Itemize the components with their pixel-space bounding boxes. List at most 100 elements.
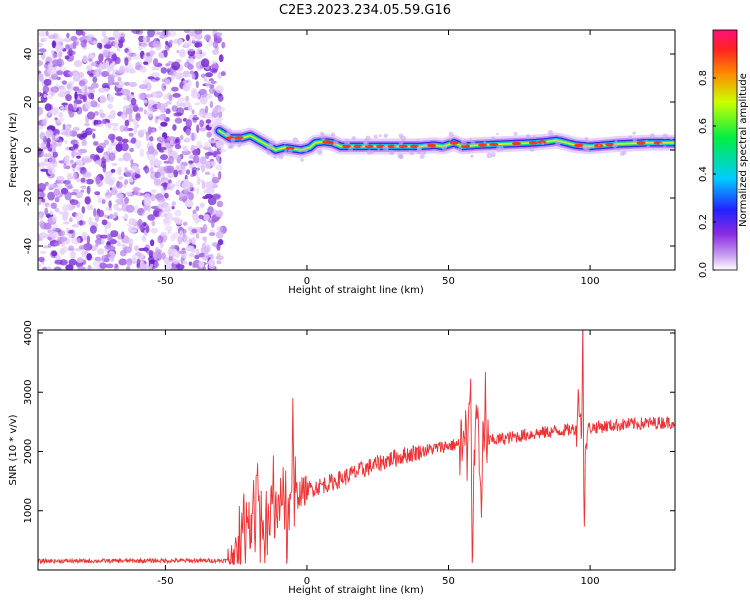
- noise-speckle: [160, 146, 167, 151]
- noise-speckle: [167, 173, 175, 179]
- noise-speckle: [210, 68, 218, 73]
- noise-speckle: [145, 82, 152, 91]
- ridge-fleck: [377, 148, 381, 151]
- ridge-fleck: [617, 149, 620, 152]
- ridge-fleck: [237, 144, 241, 148]
- ridge-fleck: [300, 158, 304, 162]
- ridge-fleck: [370, 150, 375, 155]
- noise-speckle: [129, 81, 138, 88]
- noise-speckle: [52, 53, 58, 59]
- noise-speckle: [185, 95, 190, 102]
- noise-speckle: [123, 96, 128, 101]
- noise-speckle: [45, 30, 49, 36]
- y-tick-label: 40: [23, 48, 34, 61]
- noise-speckle: [96, 42, 102, 49]
- noise-speckle: [148, 103, 152, 111]
- noise-speckle: [160, 182, 169, 187]
- noise-speckle: [187, 63, 194, 70]
- noise-speckle: [118, 157, 124, 162]
- noise-speckle: [126, 223, 132, 227]
- noise-speckle: [84, 122, 90, 127]
- noise-speckle: [123, 126, 130, 132]
- noise-speckle: [38, 263, 42, 269]
- noise-speckle: [195, 248, 200, 254]
- noise-speckle: [83, 243, 93, 251]
- ridge-fleck: [422, 151, 427, 155]
- noise-speckle: [167, 136, 176, 142]
- noise-speckle: [143, 197, 152, 206]
- y-tick-label: -20: [23, 190, 34, 206]
- noise-speckle: [171, 86, 179, 92]
- noise-speckle: [191, 249, 197, 254]
- noise-speckle: [215, 164, 223, 171]
- noise-speckle: [76, 155, 81, 159]
- noise-speckle: [180, 164, 185, 170]
- noise-speckle: [168, 155, 174, 165]
- noise-speckle: [215, 32, 223, 37]
- noise-speckle: [50, 202, 57, 209]
- noise-speckle: [125, 204, 135, 213]
- x-tick-label: 100: [581, 276, 600, 287]
- noise-speckle: [193, 114, 198, 118]
- noise-speckle: [208, 87, 216, 94]
- noise-speckle: [145, 249, 154, 255]
- ridge-fleck: [386, 148, 389, 151]
- noise-speckle: [67, 185, 74, 190]
- noise-speckle: [188, 104, 193, 112]
- noise-speckle: [130, 159, 134, 165]
- ridge-fleck: [266, 144, 272, 150]
- ridge-fleck: [495, 146, 502, 152]
- noise-speckle: [78, 245, 86, 250]
- noise-speckle: [81, 250, 86, 258]
- noise-speckle: [212, 194, 221, 200]
- noise-speckle: [46, 142, 51, 149]
- noise-speckle: [47, 66, 57, 75]
- noise-speckle: [61, 102, 68, 106]
- noise-speckle: [125, 265, 131, 270]
- ridge-fleck: [622, 150, 627, 155]
- ridge-fleck: [363, 140, 369, 147]
- noise-speckle: [61, 243, 65, 248]
- ridge-fleck: [491, 152, 496, 158]
- noise-speckle: [137, 107, 144, 112]
- noise-speckle: [93, 141, 99, 146]
- noise-speckle: [91, 221, 98, 226]
- colorbar-tick-label: 0.6: [698, 118, 709, 134]
- noise-speckle: [66, 32, 70, 39]
- noise-speckle: [219, 148, 227, 153]
- noise-speckle: [62, 123, 66, 130]
- noise-speckle: [86, 235, 91, 245]
- noise-speckle: [171, 248, 178, 253]
- noise-speckle: [87, 86, 94, 90]
- noise-speckle: [118, 258, 127, 266]
- ridge-fleck: [663, 145, 667, 149]
- noise-speckle: [143, 61, 149, 65]
- ridge-fleck: [398, 141, 404, 146]
- noise-speckle: [72, 188, 80, 193]
- noise-speckle: [218, 95, 224, 102]
- noise-speckle: [201, 180, 206, 190]
- noise-speckle: [195, 80, 199, 89]
- noise-speckle: [107, 133, 116, 141]
- noise-speckle: [196, 176, 201, 186]
- noise-speckle: [210, 64, 217, 69]
- ridge-fleck: [598, 144, 601, 147]
- noise-speckle: [53, 266, 62, 270]
- noise-speckle: [182, 260, 188, 265]
- noise-speckle: [126, 258, 133, 266]
- noise-speckle: [104, 171, 114, 177]
- noise-speckle: [124, 179, 129, 185]
- noise-speckle: [87, 34, 94, 39]
- noise-speckle: [133, 125, 138, 135]
- noise-speckle: [60, 105, 64, 110]
- noise-speckle: [58, 160, 65, 164]
- noise-speckle: [83, 91, 90, 96]
- noise-speckle: [215, 140, 225, 149]
- noise-speckle: [115, 136, 123, 142]
- noise-speckle: [105, 194, 111, 200]
- noise-speckle: [56, 210, 64, 215]
- noise-speckle: [92, 133, 96, 139]
- noise-speckle: [146, 108, 154, 118]
- noise-speckle: [183, 221, 188, 226]
- noise-speckle: [132, 53, 141, 60]
